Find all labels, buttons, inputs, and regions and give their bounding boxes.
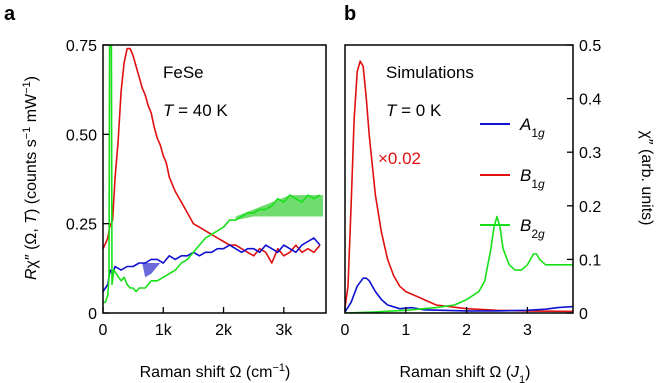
panel-a-x-axis-label: Raman shift Ω (cm−1) bbox=[140, 362, 291, 381]
panel-a-plot-area bbox=[102, 44, 327, 314]
panel-b-x-tick-label: 1 bbox=[401, 322, 410, 339]
panel-a-band-0 bbox=[142, 262, 161, 278]
panel-a-y-tick-label: 0 bbox=[88, 306, 97, 323]
panel-b-y-tick-label: 0 bbox=[579, 306, 588, 323]
panel-a-x-tick-label: 1k bbox=[155, 322, 173, 339]
panel-b-series-b2g bbox=[345, 215, 573, 313]
panel-a-sample-label: FeSe bbox=[163, 63, 204, 82]
legend-label-b2g: B2g bbox=[520, 216, 545, 241]
panel-b-y-tick-label: 0.4 bbox=[579, 92, 601, 109]
panel-b-letter: b bbox=[344, 3, 356, 25]
legend-label-a1g: A1g bbox=[519, 115, 545, 140]
panel-b-y-ticks: 0 0.1 0.2 0.3 0.4 0.5 bbox=[567, 38, 601, 323]
panel-a: a 0 0.25 0.50 0.75 0 1k 2k 3k FeSe T = 40 K Ra… bbox=[4, 3, 327, 381]
panel-b-x-tick-label: 3 bbox=[523, 322, 532, 339]
panel-b-scale-factor: ×0.02 bbox=[378, 149, 421, 168]
panel-a-letter: a bbox=[4, 3, 16, 25]
panel-b-x-ticks: 0 1 2 3 bbox=[341, 307, 532, 339]
panel-a-series-0 bbox=[103, 47, 321, 264]
panel-b-x-tick-label: 2 bbox=[462, 322, 471, 339]
panel-b-temperature-label: T = 0 K bbox=[386, 101, 442, 120]
panel-a-series-2 bbox=[103, 45, 321, 304]
panel-b-x-tick-label: 0 bbox=[341, 322, 350, 339]
panel-b-frame bbox=[344, 44, 574, 314]
legend: A1g B1g B2g bbox=[480, 115, 545, 241]
panel-a-temperature-label: T = 40 K bbox=[163, 101, 228, 120]
panel-b-y-tick-label: 0.3 bbox=[579, 145, 601, 162]
panel-a-y-ticks: 0 0.25 0.50 0.75 bbox=[66, 38, 109, 323]
panel-b-y-axis-label: χ″ (arb. units) bbox=[638, 131, 655, 226]
panel-a-x-ticks: 0 1k 2k 3k bbox=[99, 307, 293, 339]
legend-label-b1g: B1g bbox=[520, 166, 545, 191]
panel-a-x-tick-label: 3k bbox=[275, 322, 293, 339]
panel-a-x-tick-label: 0 bbox=[99, 322, 108, 339]
panel-a-y-tick-label: 0.50 bbox=[66, 127, 97, 144]
panel-a-x-tick-label: 2k bbox=[215, 322, 233, 339]
panel-b-x-axis-label: Raman shift Ω (J1) bbox=[400, 364, 531, 383]
panel-a-y-axis-label: Rχ″ (Ω, T) (counts s−1 mW−1) bbox=[21, 76, 40, 280]
panel-b: b 0 0.1 0.2 0.3 0.4 0.5 0 1 2 3 Simulations T = … bbox=[341, 3, 655, 383]
panel-b-y-tick-label: 0.2 bbox=[579, 199, 601, 216]
panel-b-series-b1g bbox=[345, 60, 573, 313]
panel-a-y-tick-label: 0.25 bbox=[66, 217, 97, 234]
panel-b-y-tick-label: 0.1 bbox=[579, 252, 601, 269]
panel-a-y-tick-label: 0.75 bbox=[66, 38, 97, 55]
panel-b-y-tick-label: 0.5 bbox=[579, 38, 601, 55]
panel-b-title-label: Simulations bbox=[386, 63, 474, 82]
panel-a-frame bbox=[102, 44, 327, 314]
panel-b-series-a1g bbox=[345, 277, 573, 313]
panel-a-series-1 bbox=[103, 237, 321, 293]
